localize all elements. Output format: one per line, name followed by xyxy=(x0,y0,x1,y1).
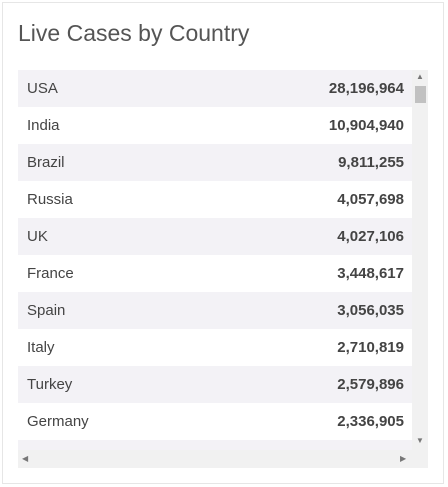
country-name: Russia xyxy=(27,191,73,208)
case-count: 2,579,896 xyxy=(337,376,404,393)
country-name: Turkey xyxy=(27,376,73,393)
table-row[interactable]: UK 4,027,106 xyxy=(18,218,412,255)
vertical-scrollbar[interactable]: ▲ ▼ xyxy=(412,70,428,450)
table-row[interactable]: France 3,448,617 xyxy=(18,255,412,292)
country-name: India xyxy=(27,117,60,134)
case-count: 2,710,819 xyxy=(337,339,404,356)
card-title: Live Cases by Country xyxy=(18,20,250,46)
country-name: Spain xyxy=(27,302,66,319)
scroll-down-arrow[interactable]: ▼ xyxy=(416,436,424,445)
case-count: 4,057,698 xyxy=(337,191,404,208)
country-name: Germany xyxy=(27,413,89,430)
country-name: France xyxy=(27,265,74,282)
case-count: 3,056,035 xyxy=(337,302,404,319)
case-count: 28,196,964 xyxy=(328,80,404,97)
table-row[interactable]: Turkey 2,579,896 xyxy=(18,366,412,403)
table-row[interactable]: Russia 4,057,698 xyxy=(18,181,412,218)
table-row[interactable]: USA 28,196,964 xyxy=(18,70,412,107)
table-row[interactable]: Germany 2,336,905 xyxy=(18,403,412,440)
scroll-left-arrow[interactable]: ◀ xyxy=(22,454,29,463)
table-row[interactable]: Italy 2,710,819 xyxy=(18,329,412,366)
country-name: Brazil xyxy=(27,154,65,171)
scroll-right-arrow[interactable]: ▶ xyxy=(400,454,407,463)
case-count: 3,448,617 xyxy=(337,265,404,282)
case-count: 10,904,940 xyxy=(328,117,404,134)
scroll-thumb[interactable] xyxy=(415,86,426,103)
table-row[interactable]: Brazil 9,811,255 xyxy=(18,144,412,181)
case-count: 9,811,255 xyxy=(338,154,404,171)
country-list: USA 28,196,964 India 10,904,940 Brazil 9,811,… xyxy=(18,70,412,450)
horizontal-scrollbar[interactable]: ◀ ▶ xyxy=(18,450,428,468)
table-row[interactable]: Spain 3,056,035 xyxy=(18,292,412,329)
case-count: 2,336,905 xyxy=(337,413,404,430)
country-name: Italy xyxy=(27,339,55,356)
case-count: 4,027,106 xyxy=(337,228,404,245)
scroll-up-arrow[interactable]: ▲ xyxy=(416,72,424,81)
country-name: UK xyxy=(27,228,48,245)
table-row[interactable]: India 10,904,940 xyxy=(18,107,412,144)
country-name: USA xyxy=(27,80,58,97)
